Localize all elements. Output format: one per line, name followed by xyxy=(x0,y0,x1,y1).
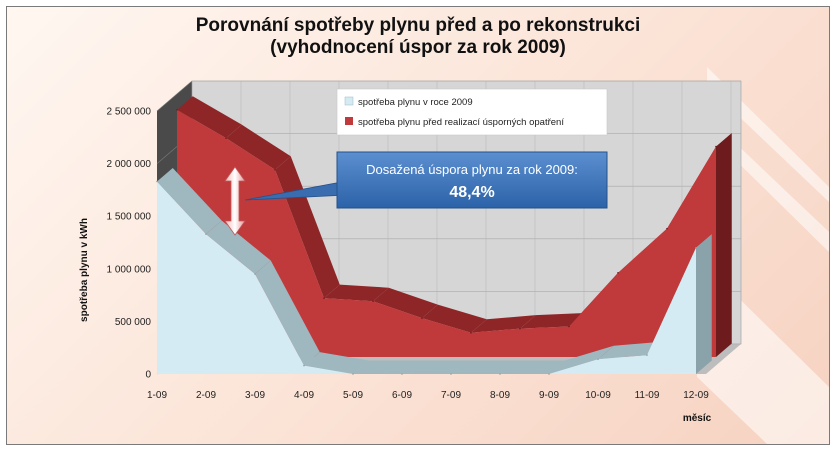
y-axis-label: spotřeba plynu v kWh xyxy=(79,218,90,322)
series-2009-consumption xyxy=(156,167,712,375)
area-top-segment xyxy=(226,124,291,170)
x-tick-label: 1-09 xyxy=(147,390,167,401)
x-tick-label: 5-09 xyxy=(343,390,363,401)
data-point xyxy=(715,145,717,148)
area-top-segment xyxy=(451,360,516,374)
grid-line-side xyxy=(156,80,193,112)
x-tick-label: 12-09 xyxy=(683,390,709,401)
data-point xyxy=(548,373,550,375)
area-front-face xyxy=(177,109,716,357)
x-tick-label: 9-09 xyxy=(539,390,559,401)
legend-box xyxy=(336,88,608,136)
x-tick-label: 2-09 xyxy=(196,390,216,401)
data-point xyxy=(352,373,354,375)
area-top-segment xyxy=(255,260,320,366)
savings-arrow xyxy=(224,166,246,236)
data-point xyxy=(421,317,423,319)
y-tick-label: 2 500 000 xyxy=(107,107,152,118)
data-point xyxy=(617,272,619,274)
area-top-segment xyxy=(177,96,242,139)
callout-text: Dosažená úspora plynu za rok 2009: xyxy=(366,162,578,177)
x-axis-ticks: 1-09 2-09 3-09 4-09 5-09 6-09 7-09 8-09 9-09 10-0… xyxy=(147,390,709,401)
data-point xyxy=(372,300,374,303)
x-tick-label: 7-09 xyxy=(441,390,461,401)
area-top-segment xyxy=(324,284,389,302)
y-tick-label: 1 000 000 xyxy=(107,264,152,275)
y-tick-label: 1 500 000 xyxy=(107,212,152,223)
legend-label-before: spotřeba plynu před realizací úsporných … xyxy=(358,117,564,128)
data-point xyxy=(666,227,668,230)
data-point xyxy=(470,332,472,334)
data-point xyxy=(303,364,305,367)
data-point xyxy=(568,325,570,328)
area-top-segment xyxy=(500,360,565,374)
area-front-face xyxy=(157,181,696,374)
legend-swatch-before xyxy=(345,117,353,125)
area-top-segment xyxy=(422,304,487,333)
data-point xyxy=(156,180,158,183)
series-before-reconstruction xyxy=(176,96,732,357)
data-point xyxy=(450,373,452,375)
data-point xyxy=(519,327,521,330)
area-top-segment xyxy=(549,345,614,374)
y-axis-ticks: 0 500 000 1 000 000 1 500 000 2 000 000 2 500… xyxy=(107,107,152,381)
x-tick-label: 11-09 xyxy=(635,390,660,401)
data-point xyxy=(323,297,325,299)
area-top-segment xyxy=(373,287,438,319)
data-point xyxy=(401,373,403,375)
chart-subtitle: (vyhodnocení úspor za rok 2009) xyxy=(270,37,566,58)
data-point xyxy=(225,137,227,139)
x-axis-label: měsíc xyxy=(683,413,712,424)
data-point xyxy=(176,108,178,111)
chart-title: Porovnání spotřeby plynu před a po rekon… xyxy=(196,15,640,36)
callout-value: 48,4% xyxy=(449,184,494,201)
legend-label-2009: spotřeba plynu v roce 2009 xyxy=(358,97,473,108)
data-point xyxy=(205,233,207,235)
area-end-face xyxy=(696,234,712,374)
x-tick-label: 6-09 xyxy=(392,390,412,401)
y-tick-label: 0 xyxy=(145,370,151,381)
area-top-segment xyxy=(304,352,369,374)
data-point xyxy=(646,354,648,356)
area-top-segment xyxy=(402,360,467,374)
x-tick-label: 3-09 xyxy=(245,390,265,401)
x-tick-label: 4-09 xyxy=(294,390,314,401)
chart: Porovnání spotřeby plynu před a po rekon… xyxy=(79,15,829,444)
x-tick-label: 8-09 xyxy=(490,390,510,401)
y-tick-label: 2 000 000 xyxy=(107,159,152,170)
y-tick-label: 500 000 xyxy=(115,317,152,328)
savings-callout: Dosažená úspora plynu za rok 2009: 48,4% xyxy=(244,151,608,209)
area-top-segment xyxy=(206,220,271,275)
data-point xyxy=(695,246,697,249)
area-top-segment xyxy=(157,167,222,235)
data-point xyxy=(254,273,256,275)
legend: spotřeba plynu v roce 2009 spotřeba plyn… xyxy=(336,88,608,136)
data-point xyxy=(597,358,599,361)
area-top-segment xyxy=(520,312,585,329)
legend-swatch-2009 xyxy=(344,96,354,106)
chart-frame: Porovnání spotřeby plynu před a po rekon… xyxy=(6,6,830,445)
x-tick-label: 10-09 xyxy=(585,390,611,401)
area-end-face xyxy=(716,133,732,357)
data-point xyxy=(499,373,501,375)
data-point xyxy=(274,168,276,171)
area-top-segment xyxy=(353,360,418,374)
callout-box xyxy=(336,151,608,209)
